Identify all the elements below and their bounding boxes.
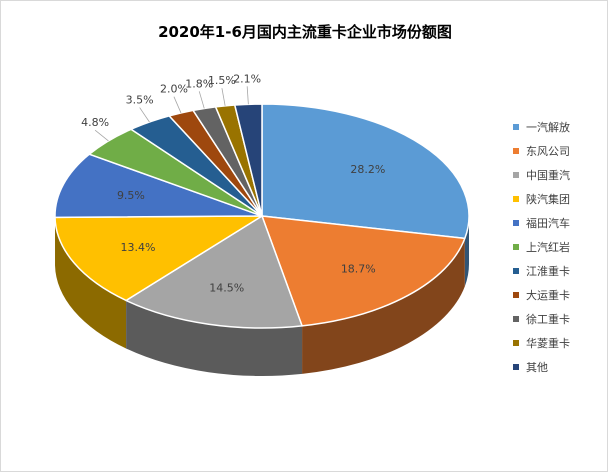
leader-line-8 bbox=[199, 91, 204, 108]
leader-line-10 bbox=[247, 86, 248, 104]
legend-swatch-4 bbox=[513, 220, 519, 226]
data-label-9: 1.5% bbox=[208, 74, 236, 87]
legend-label-5: 上汽红岩 bbox=[526, 239, 570, 255]
legend-item-3: 陕汽集团 bbox=[513, 187, 605, 211]
legend-swatch-2 bbox=[513, 172, 519, 178]
legend-item-9: 华菱重卡 bbox=[513, 331, 605, 355]
legend-label-1: 东风公司 bbox=[526, 143, 570, 159]
leader-line-5 bbox=[95, 130, 108, 141]
legend-swatch-1 bbox=[513, 148, 519, 154]
legend-swatch-5 bbox=[513, 244, 519, 250]
legend-item-7: 大运重卡 bbox=[513, 283, 605, 307]
data-label-0: 28.2% bbox=[350, 163, 385, 176]
data-label-6: 3.5% bbox=[126, 94, 154, 107]
data-label-5: 4.8% bbox=[81, 116, 109, 129]
legend-item-6: 江淮重卡 bbox=[513, 259, 605, 283]
legend-item-4: 福田汽车 bbox=[513, 211, 605, 235]
legend-label-6: 江淮重卡 bbox=[526, 263, 570, 279]
legend-item-2: 中国重汽 bbox=[513, 163, 605, 187]
legend-label-8: 徐工重卡 bbox=[526, 311, 570, 327]
leader-line-9 bbox=[222, 88, 225, 106]
legend-swatch-8 bbox=[513, 316, 519, 322]
data-label-7: 2.0% bbox=[160, 83, 188, 96]
legend-item-8: 徐工重卡 bbox=[513, 307, 605, 331]
legend-swatch-7 bbox=[513, 292, 519, 298]
legend-label-9: 华菱重卡 bbox=[526, 335, 570, 351]
data-label-4: 9.5% bbox=[117, 189, 145, 202]
legend-label-3: 陕汽集团 bbox=[526, 191, 570, 207]
legend-item-5: 上汽红岩 bbox=[513, 235, 605, 259]
legend-label-0: 一汽解放 bbox=[526, 119, 570, 135]
legend-swatch-0 bbox=[513, 124, 519, 130]
leader-line-6 bbox=[140, 108, 150, 122]
legend-item-1: 东风公司 bbox=[513, 139, 605, 163]
legend-swatch-3 bbox=[513, 196, 519, 202]
data-label-1: 18.7% bbox=[341, 262, 376, 275]
data-label-2: 14.5% bbox=[209, 281, 244, 294]
legend-item-0: 一汽解放 bbox=[513, 115, 605, 139]
legend-label-10: 其他 bbox=[526, 359, 548, 375]
legend: 一汽解放东风公司中国重汽陕汽集团福田汽车上汽红岩江淮重卡大运重卡徐工重卡华菱重卡… bbox=[513, 115, 605, 379]
leader-line-7 bbox=[174, 97, 181, 113]
legend-swatch-9 bbox=[513, 340, 519, 346]
legend-swatch-6 bbox=[513, 268, 519, 274]
data-label-10: 2.1% bbox=[233, 72, 261, 85]
legend-label-7: 大运重卡 bbox=[526, 287, 570, 303]
legend-label-4: 福田汽车 bbox=[526, 215, 570, 231]
legend-label-2: 中国重汽 bbox=[526, 167, 570, 183]
legend-item-10: 其他 bbox=[513, 355, 605, 379]
legend-swatch-10 bbox=[513, 364, 519, 370]
data-label-3: 13.4% bbox=[121, 241, 156, 254]
